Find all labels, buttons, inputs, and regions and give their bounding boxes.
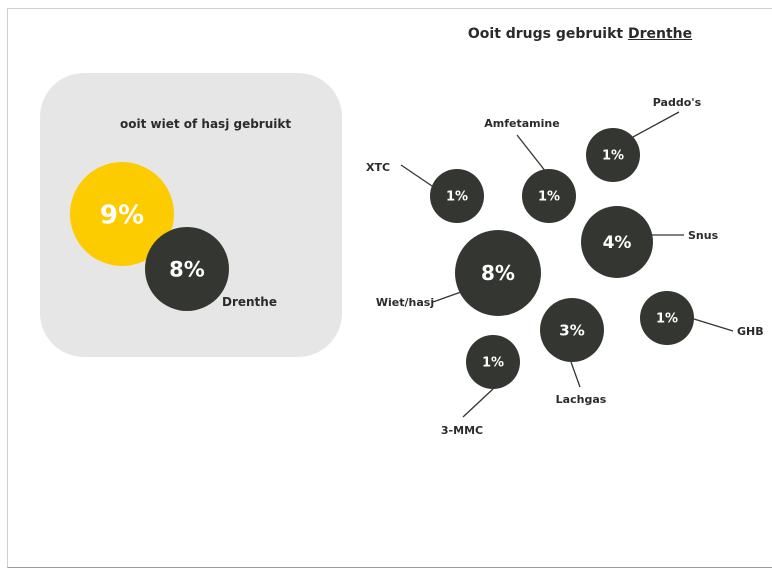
bubble-label-lachgas: Lachgas — [556, 393, 607, 406]
leader-line-xtc — [400, 164, 433, 187]
chart-title-text: Ooit drugs gebruikt — [467, 26, 624, 42]
bubble-value-xtc: 1% — [446, 190, 468, 205]
drug-bubbles: 1% Paddo's 1% Amfetamine 1% XTC 4% Snus 8% Wiet/h… — [366, 96, 764, 437]
bubble-3-mmc — [466, 335, 520, 389]
bubble-value-paddo-s: 1% — [602, 149, 624, 164]
bubble-label-snus: Snus — [688, 229, 719, 242]
bubble-amfetamine — [522, 169, 576, 223]
bubble-label-paddo-s: Paddo's — [653, 96, 702, 109]
leader-line-wiet-hasj — [432, 291, 462, 303]
bubble-label-wiet-hasj: Wiet/hasj — [376, 296, 434, 309]
bubble-label-ghb: GHB — [737, 325, 764, 338]
bubble-value-ghb: 1% — [656, 312, 678, 327]
bubble-xtc — [430, 169, 484, 223]
leader-line-ghb — [693, 318, 734, 332]
bubble-lachgas — [540, 298, 604, 362]
bubble-snus — [581, 206, 653, 278]
bubble-value-wiet-hasj: 8% — [481, 261, 515, 285]
comparison-panel-title: ooit wiet of hasj gebruikt — [120, 117, 292, 131]
bubble-label-amfetamine: Amfetamine — [484, 117, 559, 130]
chart-title-region: Drenthe — [627, 26, 693, 42]
leader-line-amfetamine — [516, 134, 547, 173]
bubble-label-3-mmc: 3-MMC — [441, 424, 483, 437]
bubble-value-reference: 9% — [100, 200, 144, 230]
bubble-drenthe — [145, 227, 229, 311]
bubble-value-3-mmc: 1% — [482, 356, 504, 371]
bubble-ghb — [640, 291, 694, 345]
comparison-bubbles: 9% 8% Drenthe — [70, 162, 277, 311]
bubble-value-lachgas: 3% — [559, 321, 584, 339]
leader-line-3-mmc — [462, 388, 494, 418]
chart-title: Ooit drugs gebruikt Drenthe — [440, 26, 720, 42]
bubble-wiet-hasj — [455, 230, 541, 316]
leader-line-lachgas — [570, 361, 581, 388]
bubble-value-snus: 4% — [603, 233, 632, 253]
bubble-paddo-s — [586, 128, 640, 182]
bubble-value-amfetamine: 1% — [538, 190, 560, 205]
bubble-value-drenthe: 8% — [169, 258, 205, 282]
bubble-label-drenthe: Drenthe — [222, 295, 277, 309]
bubble-reference — [70, 162, 174, 266]
leader-line-paddo-s — [632, 111, 680, 138]
bubble-label-xtc: XTC — [366, 161, 390, 174]
page-frame — [7, 8, 772, 568]
